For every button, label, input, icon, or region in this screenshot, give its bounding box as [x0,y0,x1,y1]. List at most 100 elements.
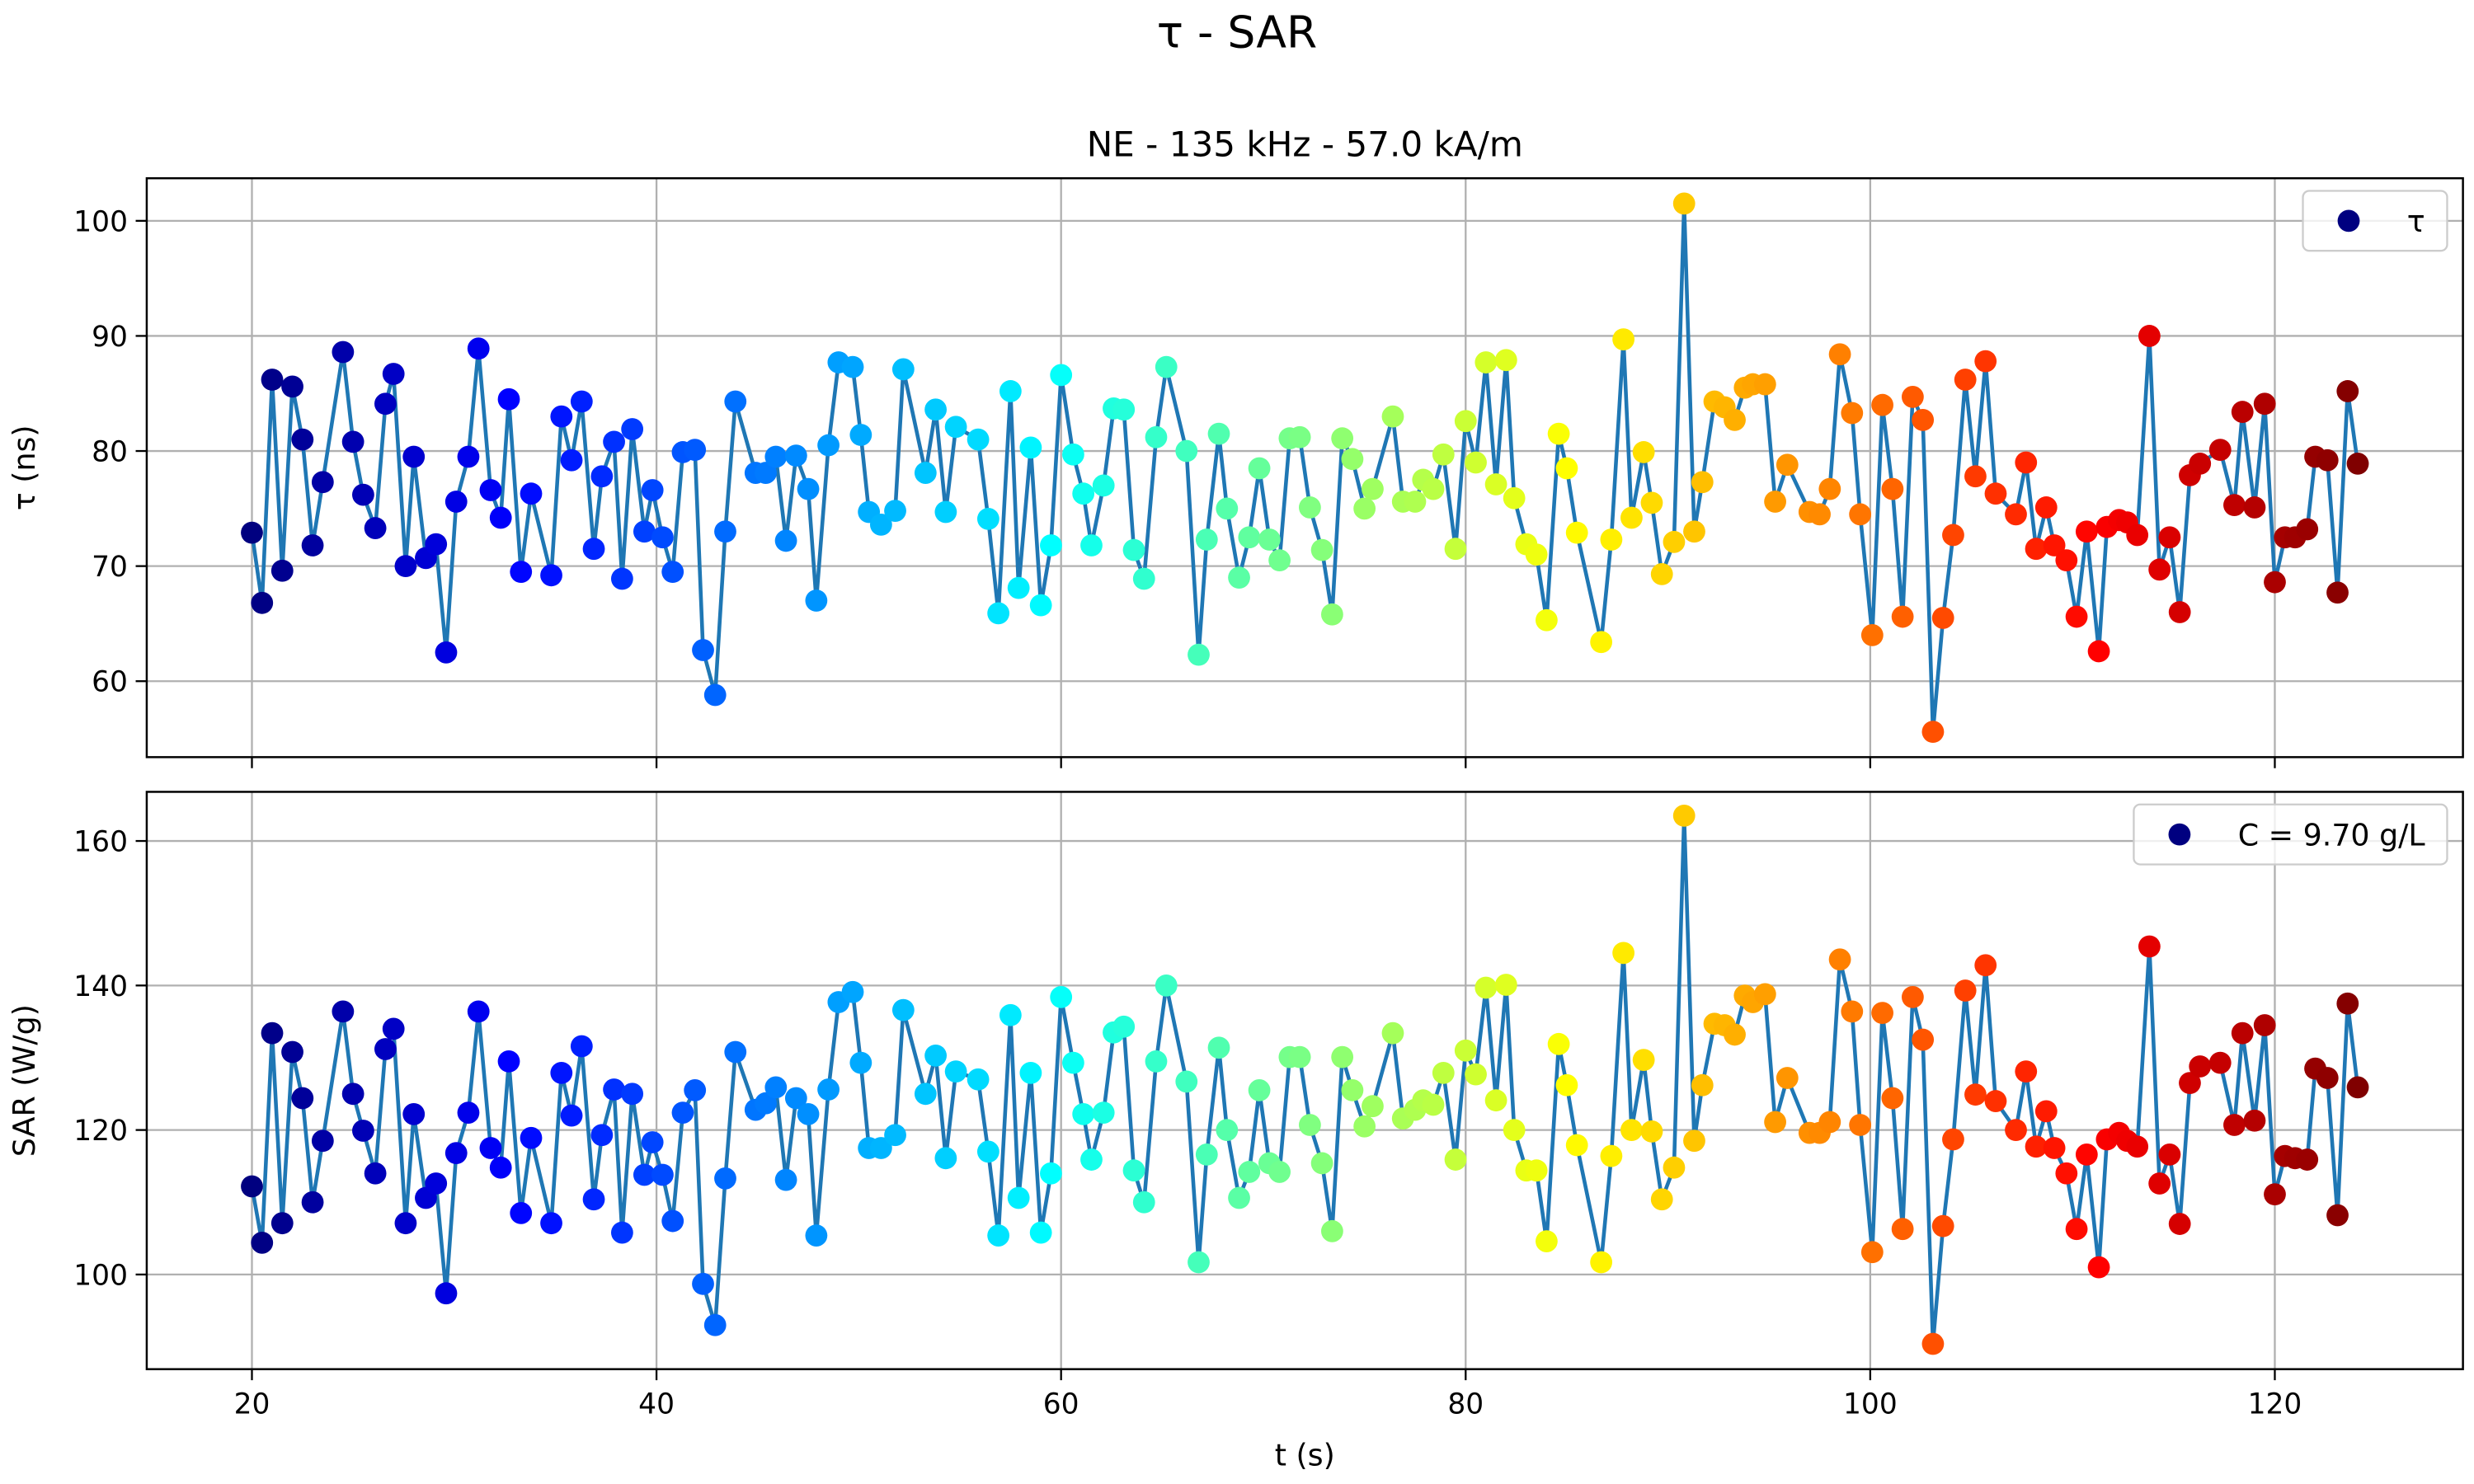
data-point [2189,1055,2212,1078]
data-point [884,1124,906,1147]
data-point [987,1224,1010,1247]
data-point [2231,1021,2254,1045]
data-point [1672,804,1696,827]
data-point [2223,1114,2246,1136]
data-point [1954,369,1977,391]
data-point [2055,549,2078,572]
data-point [1188,1251,1210,1274]
data-point [2065,605,2088,628]
data-point [1122,1159,1145,1182]
data-point [467,1000,490,1023]
data-point [2065,1218,2088,1241]
data-point [784,1087,807,1110]
data-point [692,1272,714,1295]
data-point [2231,401,2254,423]
data-point [1381,405,1404,428]
data-point [2296,1148,2319,1171]
legend: C = 9.70 g/L [2133,803,2448,866]
legend-box [2133,803,2448,866]
data-point [1258,528,1281,551]
data-point [1040,1162,1062,1185]
data-point [1724,408,1746,431]
data-point [1525,543,1548,566]
data-point [540,1212,562,1235]
data-point [570,390,593,413]
data-point [924,398,947,421]
data-point [1912,408,1935,431]
data-point [402,1102,426,1125]
data-point [382,1017,405,1040]
data-point [570,1035,593,1058]
data-point [444,491,468,513]
data-point [2034,496,2058,519]
data-point [341,430,365,453]
data-point [251,591,274,614]
axes-frame [145,791,2464,1370]
data-point [1444,1148,1467,1171]
data-point [1808,503,1831,526]
data-point [621,418,644,440]
data-point [774,1168,797,1191]
data-point [457,1101,480,1124]
data-point [849,1051,872,1074]
data-point [2243,1109,2266,1132]
data-point [2138,935,2161,958]
data-point [261,369,284,391]
data-point [1590,1251,1613,1274]
data-point [540,564,562,587]
data-point [661,561,684,584]
data-point [2025,1135,2048,1158]
data-point [1964,465,1987,488]
data-point [1175,439,1198,463]
data-point [1145,1050,1168,1073]
data-point [1565,521,1588,544]
data-point [2336,992,2359,1015]
data-point [1422,477,1445,500]
data-point [560,1104,583,1127]
data-point [1828,948,1851,971]
data-point [1764,1111,1786,1134]
data-point [610,567,633,590]
data-point [1331,1045,1354,1068]
data-point [1331,427,1354,450]
data-point [291,428,314,451]
data-point [1612,942,1635,965]
data-point [1454,1039,1477,1062]
data-point [2179,1072,2201,1095]
data-point [714,520,736,543]
data-point [2253,1014,2276,1036]
data-point [1776,453,1799,477]
data-point [444,1142,468,1165]
data-point [1404,491,1427,513]
data-point [1112,1015,1136,1038]
data-point [1494,349,1517,372]
data-point [1984,1090,2007,1112]
x-tick-label: 20 [234,1388,270,1421]
data-point [1902,386,1924,408]
data-point [1207,1036,1230,1059]
data-point [976,1140,999,1163]
data-point [1299,1114,1321,1136]
data-point [1155,974,1178,997]
data-point [944,1060,967,1083]
data-point [661,1209,684,1233]
data-point [1503,1119,1526,1142]
data-point [489,506,512,529]
data-point [1299,496,1321,519]
data-point [341,1082,365,1106]
data-point [1503,486,1526,510]
data-point [651,526,674,549]
data-point [1310,1152,1333,1175]
data-point [633,1163,656,1186]
legend-marker [2337,209,2360,232]
data-point [891,998,915,1021]
data-point [784,444,807,467]
data-point [435,641,458,664]
data-point [805,1224,828,1247]
data-point [967,428,990,451]
data-point [520,482,543,505]
data-point [641,479,664,501]
data-point [1841,402,1864,425]
data-point [2158,1144,2181,1166]
data-point [1964,1083,1987,1106]
